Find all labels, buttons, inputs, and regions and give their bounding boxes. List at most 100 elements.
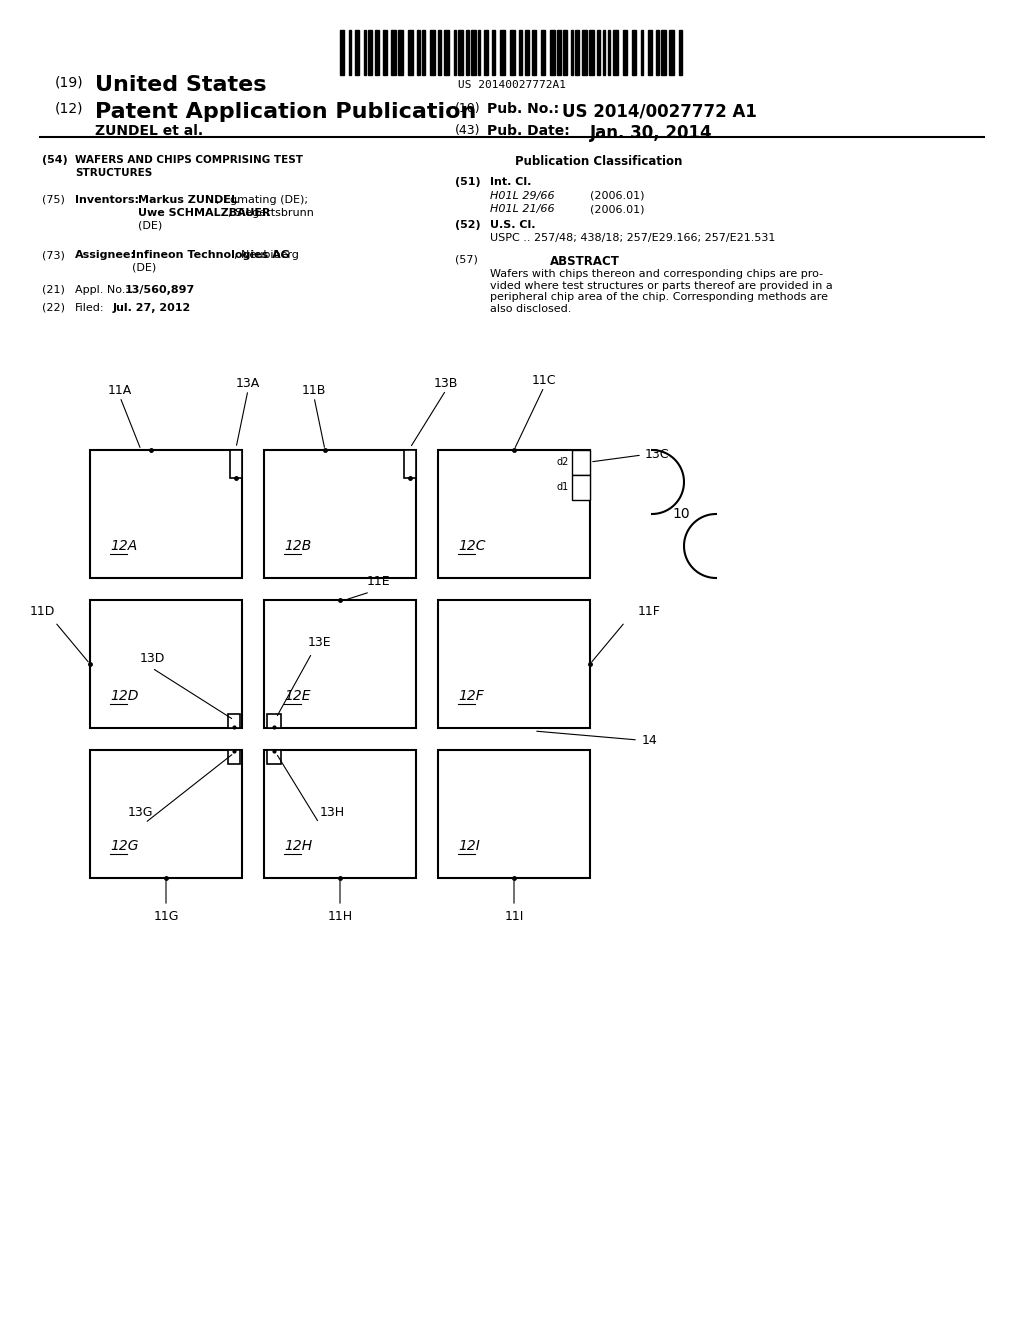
Bar — [90, 601, 242, 729]
Text: (22): (22) — [42, 304, 65, 313]
Bar — [264, 601, 416, 729]
Bar — [550, 30, 555, 75]
Text: Jul. 27, 2012: Jul. 27, 2012 — [113, 304, 191, 313]
Bar — [641, 30, 643, 75]
Bar — [575, 30, 579, 75]
Bar — [500, 30, 505, 75]
Bar — [662, 30, 666, 75]
Bar — [228, 714, 240, 729]
Text: 11A: 11A — [108, 384, 132, 397]
Text: (73): (73) — [42, 249, 65, 260]
Text: Markus ZUNDEL: Markus ZUNDEL — [138, 195, 238, 205]
Text: 11I: 11I — [504, 909, 523, 923]
Bar — [582, 30, 587, 75]
Bar — [510, 30, 515, 75]
Text: US 2014/0027772 A1: US 2014/0027772 A1 — [562, 102, 757, 120]
Bar — [368, 30, 372, 75]
Text: ZUNDEL et al.: ZUNDEL et al. — [95, 124, 203, 139]
Bar — [422, 30, 425, 75]
Text: Infineon Technologies AG: Infineon Technologies AG — [132, 249, 290, 260]
Text: 10: 10 — [672, 507, 689, 521]
Text: , Egmating (DE);: , Egmating (DE); — [216, 195, 308, 205]
Bar — [264, 450, 416, 578]
Bar — [597, 30, 600, 75]
Text: 11H: 11H — [328, 909, 352, 923]
Text: (2006.01): (2006.01) — [590, 191, 644, 201]
Bar — [430, 30, 435, 75]
Text: (10): (10) — [455, 102, 480, 115]
Text: 13A: 13A — [236, 378, 260, 389]
Bar — [632, 30, 636, 75]
Bar — [563, 30, 567, 75]
Bar — [572, 450, 590, 475]
Bar — [444, 30, 449, 75]
Text: (54): (54) — [42, 154, 68, 165]
Text: H01L 21/66: H01L 21/66 — [490, 205, 555, 214]
Text: 14: 14 — [642, 734, 657, 747]
Bar — [267, 750, 281, 764]
Bar — [608, 30, 610, 75]
Bar — [623, 30, 627, 75]
Text: d1: d1 — [557, 482, 569, 492]
Bar — [90, 450, 242, 578]
Text: Appl. No.:: Appl. No.: — [75, 285, 129, 294]
Bar — [525, 30, 529, 75]
Text: Int. Cl.: Int. Cl. — [490, 177, 531, 187]
Bar — [466, 30, 469, 75]
Text: (43): (43) — [455, 124, 480, 137]
Bar — [228, 750, 240, 764]
Bar — [404, 450, 416, 478]
Text: H01L 29/66: H01L 29/66 — [490, 191, 555, 201]
Bar — [656, 30, 659, 75]
Text: , Siegertsbrunn: , Siegertsbrunn — [228, 209, 314, 218]
Bar — [557, 30, 561, 75]
Text: Pub. No.:: Pub. No.: — [487, 102, 559, 116]
Text: 11D: 11D — [30, 605, 55, 618]
Text: Pub. Date:: Pub. Date: — [487, 124, 569, 139]
Bar — [669, 30, 674, 75]
Text: United States: United States — [95, 75, 266, 95]
Bar — [458, 30, 463, 75]
Text: Patent Application Publication: Patent Application Publication — [95, 102, 476, 121]
Bar — [391, 30, 396, 75]
Text: , Neubiberg: , Neubiberg — [234, 249, 299, 260]
Bar — [90, 750, 242, 878]
Text: 13E: 13E — [307, 636, 331, 649]
Text: U.S. Cl.: U.S. Cl. — [490, 220, 536, 230]
Bar — [230, 450, 242, 478]
Text: Inventors:: Inventors: — [75, 195, 139, 205]
Text: 13C: 13C — [645, 449, 670, 462]
Bar — [340, 30, 344, 75]
Text: (2006.01): (2006.01) — [590, 205, 644, 214]
Text: Wafers with chips thereon and corresponding chips are pro-
vided where test stru: Wafers with chips thereon and correspond… — [490, 269, 833, 314]
Bar — [589, 30, 594, 75]
Bar — [383, 30, 387, 75]
Text: STRUCTURES: STRUCTURES — [75, 168, 153, 178]
Text: 11C: 11C — [531, 374, 556, 387]
Text: Uwe SCHMALZBAUER: Uwe SCHMALZBAUER — [138, 209, 270, 218]
Text: 13B: 13B — [434, 378, 458, 389]
Text: 12G: 12G — [110, 840, 138, 853]
Text: Assignee:: Assignee: — [75, 249, 136, 260]
Text: (12): (12) — [55, 102, 84, 116]
Text: (75): (75) — [42, 195, 65, 205]
Text: (DE): (DE) — [132, 263, 157, 273]
Text: Publication Classification: Publication Classification — [515, 154, 682, 168]
Bar — [438, 450, 590, 578]
Text: 12D: 12D — [110, 689, 138, 704]
Bar — [572, 475, 590, 500]
Text: 12E: 12E — [284, 689, 310, 704]
Bar — [532, 30, 536, 75]
Text: (DE): (DE) — [138, 220, 162, 231]
Text: d2: d2 — [557, 457, 569, 467]
Text: US 20140027772A1: US 20140027772A1 — [458, 81, 566, 90]
Text: 11F: 11F — [638, 605, 660, 618]
Bar — [438, 30, 441, 75]
Bar — [484, 30, 488, 75]
Bar — [364, 30, 366, 75]
Bar — [471, 30, 476, 75]
Text: 12I: 12I — [458, 840, 480, 853]
Bar — [375, 30, 379, 75]
Bar — [408, 30, 413, 75]
Text: 13/560,897: 13/560,897 — [125, 285, 196, 294]
